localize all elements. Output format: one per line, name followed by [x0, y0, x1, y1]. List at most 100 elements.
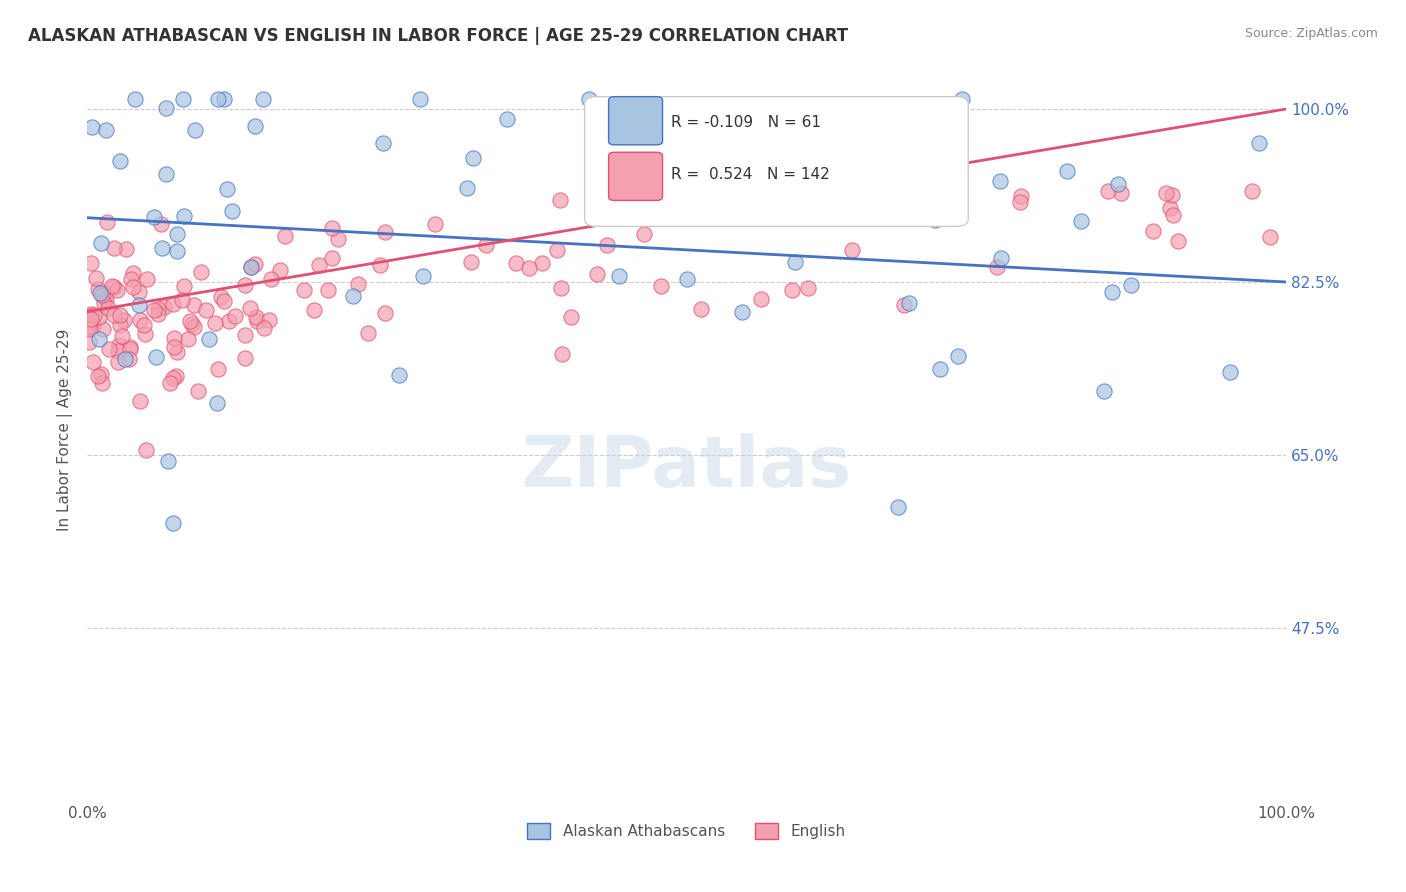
Point [118, 352, 141, 367]
Point [292, 283, 315, 297]
Y-axis label: In Labor Force | Age 25-29: In Labor Force | Age 25-29 [58, 329, 73, 532]
Point [368, 259, 391, 273]
Point [96, 123, 118, 137]
Point [607, 269, 630, 284]
Point [146, 307, 169, 321]
Point [166, 345, 188, 359]
Point [374, 306, 396, 320]
Point [107, 338, 129, 352]
Point [107, 355, 129, 369]
Point [183, 320, 205, 334]
Point [142, 302, 165, 317]
Point [221, 203, 243, 218]
Point [650, 278, 672, 293]
Point [124, 92, 146, 106]
Point [676, 272, 699, 286]
Point [456, 181, 478, 195]
Point [273, 229, 295, 244]
Point [253, 321, 276, 335]
Point [91, 322, 114, 336]
Point [103, 241, 125, 255]
Point [578, 92, 600, 106]
Point [114, 352, 136, 367]
Point [308, 258, 330, 272]
Point [103, 308, 125, 322]
Point [233, 351, 256, 365]
Point [801, 203, 824, 218]
Point [91, 376, 114, 390]
Point [548, 193, 571, 207]
Point [897, 296, 920, 310]
Point [112, 313, 135, 327]
Point [347, 277, 370, 291]
Point [1249, 136, 1271, 151]
Point [89, 285, 111, 300]
Point [183, 298, 205, 312]
Point [269, 263, 291, 277]
Point [79, 317, 101, 331]
Point [108, 308, 131, 322]
Point [841, 243, 863, 257]
Point [260, 272, 283, 286]
Point [1159, 202, 1181, 216]
Text: ZIPatlas: ZIPatlas [522, 433, 852, 502]
Point [371, 136, 394, 150]
Point [134, 326, 156, 341]
FancyBboxPatch shape [609, 96, 662, 145]
Point [162, 516, 184, 531]
Point [90, 368, 112, 382]
Point [239, 260, 262, 274]
Point [157, 454, 180, 468]
Point [316, 283, 339, 297]
Point [342, 289, 364, 303]
Point [924, 213, 946, 227]
Point [80, 311, 103, 326]
Point [887, 500, 910, 515]
Point [143, 211, 166, 225]
Point [181, 317, 204, 331]
Point [89, 310, 111, 325]
Point [76, 309, 98, 323]
Point [922, 135, 945, 149]
FancyBboxPatch shape [585, 96, 969, 227]
Point [1160, 187, 1182, 202]
Point [239, 301, 262, 315]
Point [86, 271, 108, 285]
Point [212, 92, 235, 106]
Point [86, 369, 108, 384]
Point [409, 92, 432, 106]
Point [321, 220, 343, 235]
Point [80, 120, 103, 135]
Point [87, 282, 110, 296]
Point [107, 344, 129, 359]
Point [79, 335, 101, 350]
Point [128, 298, 150, 312]
Point [475, 238, 498, 252]
Point [246, 314, 269, 328]
Point [931, 185, 953, 199]
Point [460, 254, 482, 268]
Point [950, 92, 973, 106]
Point [496, 112, 519, 126]
Point [1240, 184, 1263, 198]
Point [783, 255, 806, 269]
Point [321, 251, 343, 265]
Point [166, 227, 188, 242]
Point [1097, 184, 1119, 198]
Point [1161, 208, 1184, 222]
Point [96, 292, 118, 306]
Point [120, 272, 142, 286]
Point [374, 225, 396, 239]
Point [120, 340, 142, 354]
Point [252, 92, 274, 106]
Point [986, 260, 1008, 275]
Point [797, 281, 820, 295]
Point [195, 303, 218, 318]
Point [1258, 230, 1281, 244]
Point [173, 209, 195, 223]
Point [204, 316, 226, 330]
Point [890, 146, 912, 161]
Point [530, 256, 553, 270]
Point [461, 151, 484, 165]
Point [224, 309, 246, 323]
